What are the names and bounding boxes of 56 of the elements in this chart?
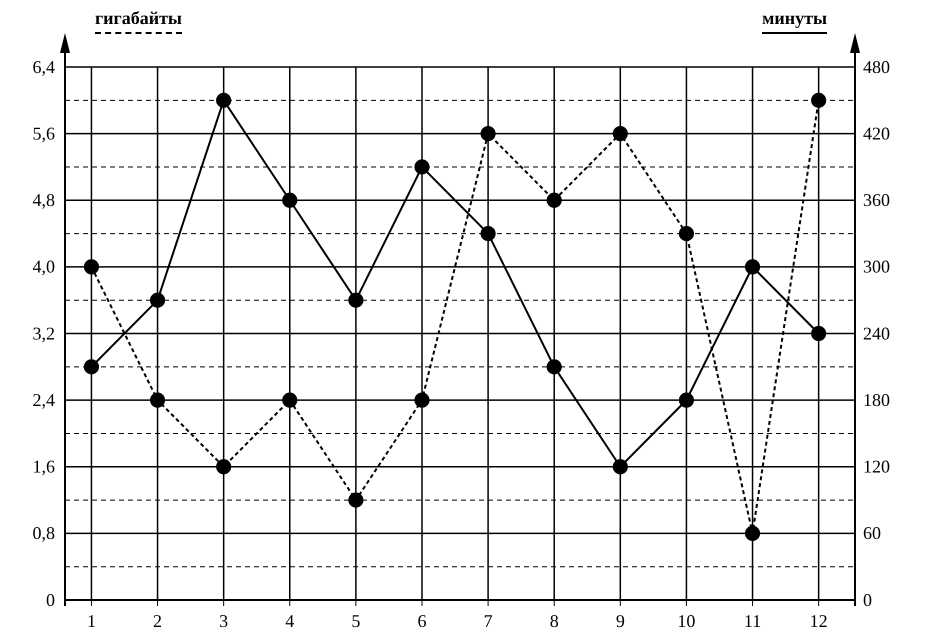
point [348,492,364,508]
y2-tick-label: 120 [863,456,890,477]
point [282,192,298,208]
point [282,392,298,408]
point [612,459,628,474]
y-tick-label: 4,0 [32,256,55,277]
y-tick-label: 4,8 [32,190,55,210]
point [811,326,826,342]
point [612,126,628,142]
x-tick-label: 10 [677,611,696,631]
point [744,526,760,541]
point [84,259,100,274]
y2-tick-label: 420 [863,123,890,144]
point [216,459,232,474]
point [348,292,364,308]
x-tick-label: 11 [744,611,762,631]
y-axis-title: гигабайты [95,8,182,34]
point [811,92,826,108]
y2-tick-label: 60 [863,523,881,544]
y2-tick-label: 300 [863,256,890,277]
point [546,359,562,374]
point [150,292,166,308]
point [678,392,694,408]
x-tick-label: 9 [616,611,625,631]
x-tick-label: 1 [86,611,96,631]
point [216,92,232,108]
x-tick-label: 2 [153,611,162,631]
point [744,259,760,274]
y2-tick-label: 480 [863,56,890,77]
y2-tick-label: 180 [863,390,890,410]
y-tick-label: 0,8 [32,523,55,544]
x-tick-label: 12 [810,611,828,631]
y2-axis-title: минуты [762,8,827,34]
point [480,226,496,242]
x-tick-label: 5 [351,611,360,631]
y-tick-label: 0 [46,590,55,610]
point [150,392,166,408]
point [480,126,496,142]
x-tick-label: 7 [484,611,493,631]
y-tick-label: 5,6 [32,123,55,144]
point [414,159,430,174]
y2-tick-label: 240 [863,323,890,344]
y2-tick-label: 360 [863,190,890,210]
x-tick-label: 4 [285,611,294,631]
point [678,226,694,242]
y-tick-label: 1,6 [32,456,55,477]
x-tick-label: 8 [550,611,559,631]
y-tick-label: 2,4 [32,390,55,410]
point [546,192,562,208]
x-tick-label: 6 [417,611,426,631]
x-tick-label: 3 [219,611,228,631]
y-tick-label: 3,2 [32,323,55,344]
point [414,392,430,408]
y2-tick-label: 0 [863,590,872,610]
y-tick-label: 6,4 [32,56,55,77]
point [84,359,100,374]
